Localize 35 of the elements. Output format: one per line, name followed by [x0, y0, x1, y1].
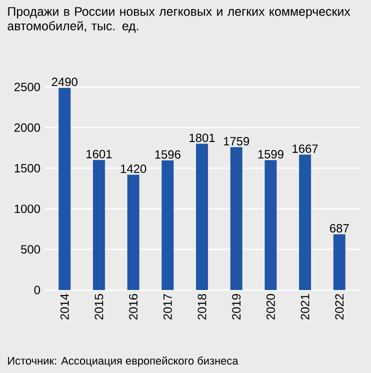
- bar: [299, 154, 312, 290]
- y-tick-label: 2000: [14, 123, 40, 132]
- x-tick-label: 2016: [129, 294, 138, 320]
- x-tick-label: 2017: [163, 294, 172, 320]
- y-tick-label: 500: [21, 245, 40, 254]
- bar: [264, 160, 277, 290]
- bar: [333, 234, 346, 290]
- bar: [127, 174, 140, 290]
- x-tick-label: 2018: [198, 294, 206, 320]
- chart-title: Продажи в России новых легковых и легких коммерческих автомобилей, тыс. ед.: [8, 7, 350, 33]
- x-tick-label: 2020: [266, 294, 275, 320]
- data-label: 1420: [120, 164, 146, 173]
- bar: [196, 144, 208, 290]
- y-tick-label: 1000: [14, 204, 40, 214]
- data-label: 1599: [258, 150, 284, 158]
- data-label: 1667: [292, 144, 318, 153]
- data-label: 1759: [224, 137, 250, 146]
- text: Источник: Ассоциация европейского бизнеса: [8, 356, 238, 367]
- x-tick-label: 2022: [335, 294, 344, 320]
- x-tick-label: 2014: [60, 294, 69, 320]
- data-label: 2490: [52, 78, 78, 86]
- x-tick-label: 2019: [232, 294, 241, 320]
- bar: [162, 160, 174, 290]
- y-tick-label: 1500: [14, 164, 40, 172]
- bar: [58, 88, 71, 290]
- bar: [92, 160, 105, 290]
- y-tick-label: 2500: [14, 82, 40, 92]
- data-label: 1601: [86, 150, 112, 158]
- y-tick-label: 0: [34, 286, 40, 294]
- data-label: 687: [330, 224, 349, 233]
- bar: [230, 147, 242, 290]
- data-label: 1801: [190, 134, 215, 142]
- data-label: 1596: [155, 150, 180, 159]
- x-tick-label: 2021: [300, 294, 310, 320]
- x-tick-label: 2015: [94, 294, 104, 320]
